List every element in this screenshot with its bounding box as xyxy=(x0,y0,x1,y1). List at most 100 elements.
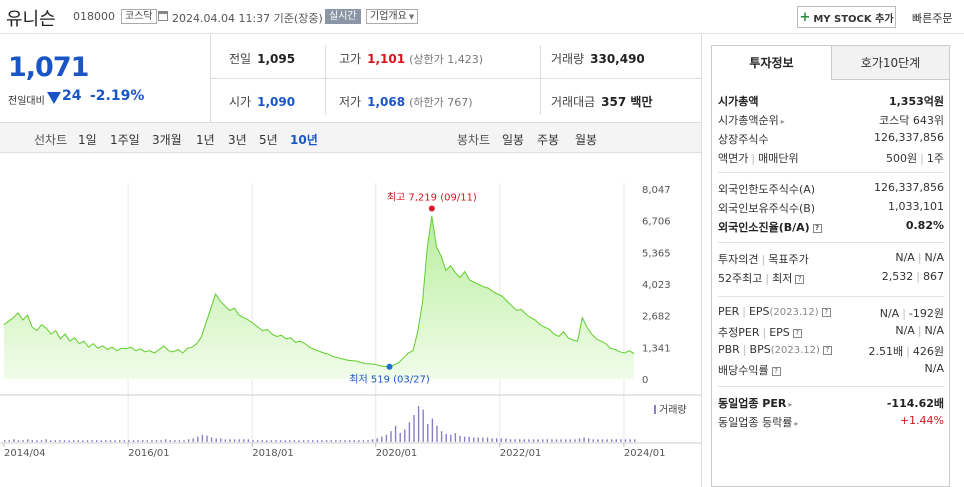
company-info-dropdown[interactable]: 기업개요 ▼ xyxy=(366,9,419,24)
volume-bar xyxy=(546,439,548,442)
x-tick-label: 2016/01 xyxy=(128,448,170,459)
price-change: 24 xyxy=(62,88,82,104)
y-tick-label: 1,341 xyxy=(642,343,671,354)
volume-bar xyxy=(293,440,296,442)
arrow-right-icon[interactable]: ▸ xyxy=(780,117,785,126)
info-row: PBR | BPS(2023.12)? 2.51배 | 426원 xyxy=(718,342,944,360)
period-5y[interactable]: 5년 xyxy=(259,133,278,147)
info-row: 시가총액순위 ▸ 코스닥 643위 xyxy=(718,111,944,129)
volume-bar xyxy=(284,440,286,442)
stat-value: 357 백만 xyxy=(601,95,653,109)
info-label: 액면가 | 매매단위 xyxy=(718,150,799,166)
volume-bar xyxy=(454,433,457,442)
info-row: 외국인보유주식수(B) 1,033,101 xyxy=(718,199,944,217)
info-row: 액면가 | 매매단위 500원 | 1주 xyxy=(718,149,944,167)
volume-bar xyxy=(574,439,576,442)
info-label: 상장주식수 xyxy=(718,131,769,147)
help-icon[interactable]: ? xyxy=(792,329,802,338)
divider xyxy=(210,34,211,122)
section-divider xyxy=(718,296,944,297)
volume-bar xyxy=(551,439,553,442)
volume-bar xyxy=(569,439,571,442)
info-value-text: 426원 xyxy=(912,345,944,358)
help-icon[interactable]: ? xyxy=(822,346,832,355)
volume-bar xyxy=(77,440,79,442)
candle-weekly[interactable]: 주봉 xyxy=(537,133,560,147)
stat-value: 1,095 xyxy=(257,52,296,66)
add-my-stock-label: MY STOCK 추가 xyxy=(813,13,894,25)
x-tick-label: 2014/04 xyxy=(4,448,46,459)
info-value: 500원 | 1주 xyxy=(886,150,944,166)
stat-label: 거래대금 xyxy=(551,95,596,109)
volume-bar xyxy=(312,440,314,442)
volume-bar xyxy=(289,440,291,442)
volume-bar xyxy=(40,440,43,442)
tab-order-book[interactable]: 호가10단계 xyxy=(831,46,949,80)
info-label-text: 최저 xyxy=(772,272,793,285)
volume-bar xyxy=(270,440,273,442)
chevron-down-icon: ▼ xyxy=(408,13,415,21)
candle-daily[interactable]: 일봉 xyxy=(502,133,525,147)
volume-bar xyxy=(86,440,89,442)
volume-bar xyxy=(335,440,337,442)
period-3m[interactable]: 3개월 xyxy=(152,133,182,147)
period-1d[interactable]: 1일 xyxy=(78,133,97,147)
pipe-divider: | xyxy=(751,152,756,165)
candle-monthly[interactable]: 월봉 xyxy=(575,133,598,147)
volume-bar xyxy=(505,438,507,442)
arrow-right-icon[interactable]: ▸ xyxy=(794,419,799,428)
info-label-text: 추정PER xyxy=(718,326,760,339)
volume-bar xyxy=(187,439,190,442)
info-value: N/A | N/A xyxy=(895,324,944,337)
volume-bar xyxy=(137,440,139,442)
volume-bar xyxy=(348,440,351,442)
volume-bar xyxy=(578,438,581,442)
stat-value: 1,068 xyxy=(367,95,406,109)
prev-day-label: 전일대비 xyxy=(8,96,45,107)
volume-bar xyxy=(408,422,411,442)
fast-order-link[interactable]: 빠른주문 xyxy=(912,12,953,25)
pipe-divider: | xyxy=(920,152,924,165)
info-label-text: 외국인보유주식수(B) xyxy=(718,202,816,215)
price-chart[interactable]: 8,047 6,706 5,365 4,023 2,682 1,341 0 거래량 2014… xyxy=(0,155,701,487)
volume-bar xyxy=(59,440,61,442)
volume-bar xyxy=(146,440,148,442)
tab-investment-info[interactable]: 투자정보 xyxy=(712,46,831,80)
stat-label: 고가 xyxy=(339,52,362,66)
arrow-right-icon[interactable]: ▸ xyxy=(788,400,793,409)
volume-bar xyxy=(4,440,6,442)
period-3y[interactable]: 3년 xyxy=(228,133,247,147)
volume-bar xyxy=(450,434,452,442)
help-icon[interactable]: ? xyxy=(821,308,831,317)
volume-bar xyxy=(629,439,631,442)
volume-bar xyxy=(321,440,323,442)
info-value-text: 2.51배 xyxy=(868,345,904,358)
add-my-stock-button[interactable]: + MY STOCK 추가 xyxy=(797,6,896,28)
pipe-divider: | xyxy=(917,324,922,337)
volume-bar xyxy=(36,440,38,442)
volume-bar xyxy=(601,439,604,442)
period-1y[interactable]: 1년 xyxy=(196,133,215,147)
info-label: 배당수익률? xyxy=(718,362,781,378)
info-value: 1,033,101 xyxy=(888,200,944,213)
info-label-text: 목표주가 xyxy=(768,253,809,266)
calendar-icon xyxy=(158,11,168,21)
info-label: 동일업종 등락률 ▸ xyxy=(718,414,798,430)
realtime-button[interactable]: 실시간 xyxy=(325,9,361,24)
info-row: 배당수익률? N/A xyxy=(718,361,944,379)
help-icon[interactable]: ? xyxy=(812,224,822,233)
info-label-text: 상장주식수 xyxy=(718,133,769,146)
help-icon[interactable]: ? xyxy=(795,275,805,284)
help-icon[interactable]: ? xyxy=(771,367,781,376)
volume-bar xyxy=(169,440,171,442)
info-value: 2.51배 | 426원 xyxy=(869,343,944,359)
info-label-text: EPS xyxy=(769,326,790,339)
period-1w[interactable]: 1주일 xyxy=(110,133,140,147)
info-label-date: (2023.12) xyxy=(770,345,820,356)
line-chart-label: 선차트 xyxy=(34,133,68,147)
period-10y[interactable]: 10년 xyxy=(290,133,318,147)
info-label-text: 외국인소진율(B/A) xyxy=(718,221,810,234)
info-label: 외국인소진율(B/A)? xyxy=(718,219,822,235)
volume-bar xyxy=(105,440,107,442)
y-tick-label: 5,365 xyxy=(642,248,671,259)
